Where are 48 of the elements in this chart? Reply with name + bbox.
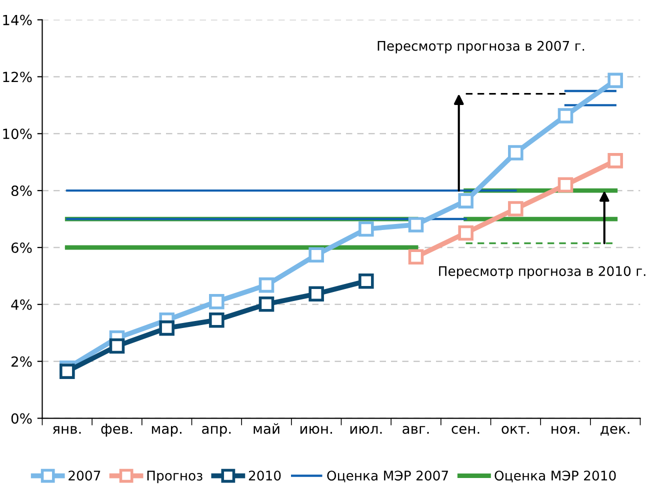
- point: [258, 296, 274, 312]
- point: [508, 201, 524, 216]
- x-tick-label: авг.: [402, 426, 429, 434]
- y-tick-label: 8%: [11, 186, 32, 196]
- annotation: Пересмотр прогноза в 2007 г.: [378, 40, 584, 54]
- y-tick-label: 6%: [11, 242, 32, 253]
- y-tick-label: 10%: [3, 128, 32, 140]
- point: [258, 277, 274, 293]
- legend-label: Прогноз: [147, 470, 202, 484]
- annotation: Пересмотр прогноза в 2010 г.: [439, 266, 646, 279]
- x-tick-label: мар.: [152, 426, 182, 437]
- x-tick-label: окт.: [502, 426, 529, 434]
- y-tick-label: 0%: [11, 413, 32, 424]
- point: [608, 72, 623, 88]
- y-tick-label: 4%: [11, 299, 32, 310]
- x-tick-label: дек.: [600, 426, 630, 436]
- point: [109, 338, 125, 354]
- x-tick-label: фев.: [101, 424, 132, 437]
- y-tick-label: 12%: [3, 72, 32, 82]
- x-tick-label: сен.: [452, 426, 480, 434]
- legend-label: Оценка МЭР 2007: [327, 470, 448, 482]
- point: [308, 247, 324, 263]
- legend-label: Оценка МЭР 2010: [494, 470, 616, 482]
- point: [358, 273, 374, 289]
- point: [558, 108, 574, 124]
- y-tick-label: 14%: [3, 14, 32, 26]
- legend-label: 2010: [248, 470, 281, 481]
- point: [308, 286, 324, 302]
- legend-label: 2007: [68, 470, 100, 481]
- x-tick-label: ноя.: [552, 426, 580, 434]
- point: [209, 294, 224, 310]
- point: [608, 153, 623, 168]
- point: [408, 249, 424, 265]
- x-tick-label: апр.: [202, 426, 231, 437]
- point: [209, 312, 224, 328]
- point: [159, 320, 174, 336]
- x-tick-label: июн.: [300, 426, 332, 434]
- point: [508, 145, 524, 160]
- point: [408, 217, 424, 232]
- x-tick-label: май: [254, 423, 280, 434]
- x-tick-label: июл.: [350, 426, 382, 434]
- point: [558, 177, 574, 193]
- point: [358, 221, 374, 237]
- point: [458, 193, 474, 208]
- y-tick-label: 2%: [12, 356, 32, 367]
- x-tick-label: янв.: [52, 426, 81, 434]
- point: [60, 364, 75, 379]
- point: [458, 225, 474, 241]
